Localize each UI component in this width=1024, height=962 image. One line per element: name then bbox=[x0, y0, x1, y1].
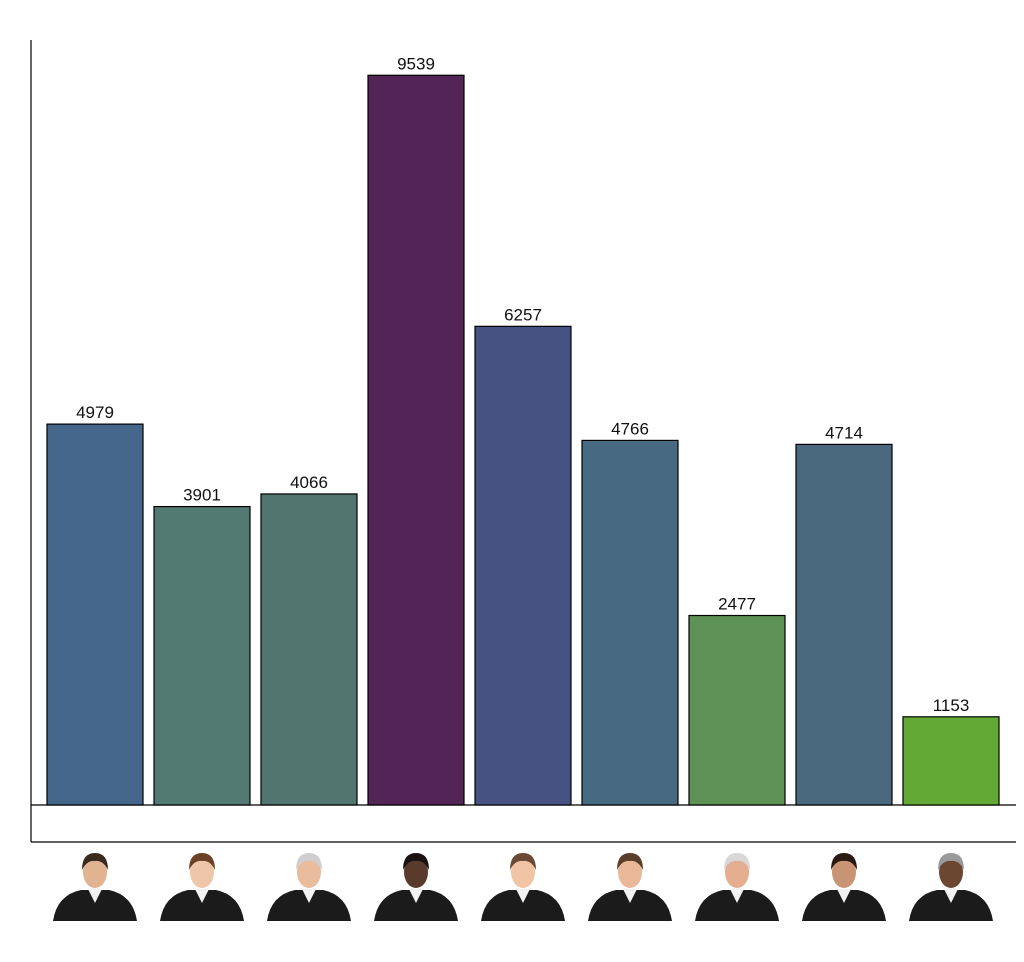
value-label: 4714 bbox=[825, 423, 863, 442]
portrait bbox=[374, 853, 458, 921]
robe bbox=[802, 890, 886, 921]
collar bbox=[302, 889, 316, 903]
portrait bbox=[267, 853, 351, 921]
value-label: 4766 bbox=[611, 419, 649, 438]
value-label: 2477 bbox=[718, 595, 756, 614]
portrait bbox=[802, 853, 886, 921]
robe bbox=[267, 890, 351, 921]
value-label: 4979 bbox=[76, 403, 114, 422]
portrait bbox=[695, 853, 779, 921]
robe bbox=[588, 890, 672, 921]
collar bbox=[623, 889, 637, 903]
face bbox=[511, 856, 535, 888]
hair bbox=[724, 853, 750, 870]
bar bbox=[902, 716, 1000, 806]
face bbox=[618, 856, 642, 888]
hair bbox=[189, 853, 215, 870]
face bbox=[404, 856, 428, 888]
bar bbox=[795, 443, 893, 806]
hair bbox=[617, 853, 643, 870]
bar bbox=[46, 423, 144, 806]
value-label: 1153 bbox=[933, 696, 970, 715]
bar bbox=[153, 505, 251, 806]
face bbox=[939, 856, 963, 888]
hair bbox=[296, 853, 322, 870]
robe bbox=[695, 890, 779, 921]
collar bbox=[944, 889, 958, 903]
face bbox=[297, 856, 321, 888]
portrait bbox=[588, 853, 672, 921]
portrait bbox=[53, 853, 137, 921]
value-label: 9539 bbox=[397, 54, 435, 73]
face bbox=[190, 856, 214, 888]
collar bbox=[88, 889, 102, 903]
face bbox=[725, 856, 749, 888]
portrait bbox=[481, 853, 565, 921]
bar bbox=[367, 74, 465, 806]
face bbox=[83, 856, 107, 888]
bar bbox=[260, 493, 358, 806]
bar bbox=[688, 614, 786, 806]
hair bbox=[938, 853, 964, 870]
robe bbox=[909, 890, 993, 921]
collar bbox=[516, 889, 530, 903]
value-label: 3901 bbox=[183, 486, 221, 505]
hair bbox=[510, 853, 536, 870]
robe bbox=[481, 890, 565, 921]
portrait bbox=[909, 853, 993, 921]
collar bbox=[730, 889, 744, 903]
bar bbox=[474, 325, 572, 806]
robe bbox=[160, 890, 244, 921]
robe bbox=[374, 890, 458, 921]
collar bbox=[195, 889, 209, 903]
collar bbox=[409, 889, 423, 903]
value-label: 6257 bbox=[504, 305, 542, 324]
hair bbox=[403, 853, 429, 870]
collar bbox=[837, 889, 851, 903]
robe bbox=[53, 890, 137, 921]
face bbox=[832, 856, 856, 888]
value-label: 4066 bbox=[290, 473, 328, 492]
portrait bbox=[160, 853, 244, 921]
hair bbox=[831, 853, 857, 870]
bar bbox=[581, 439, 679, 806]
hair bbox=[82, 853, 108, 870]
